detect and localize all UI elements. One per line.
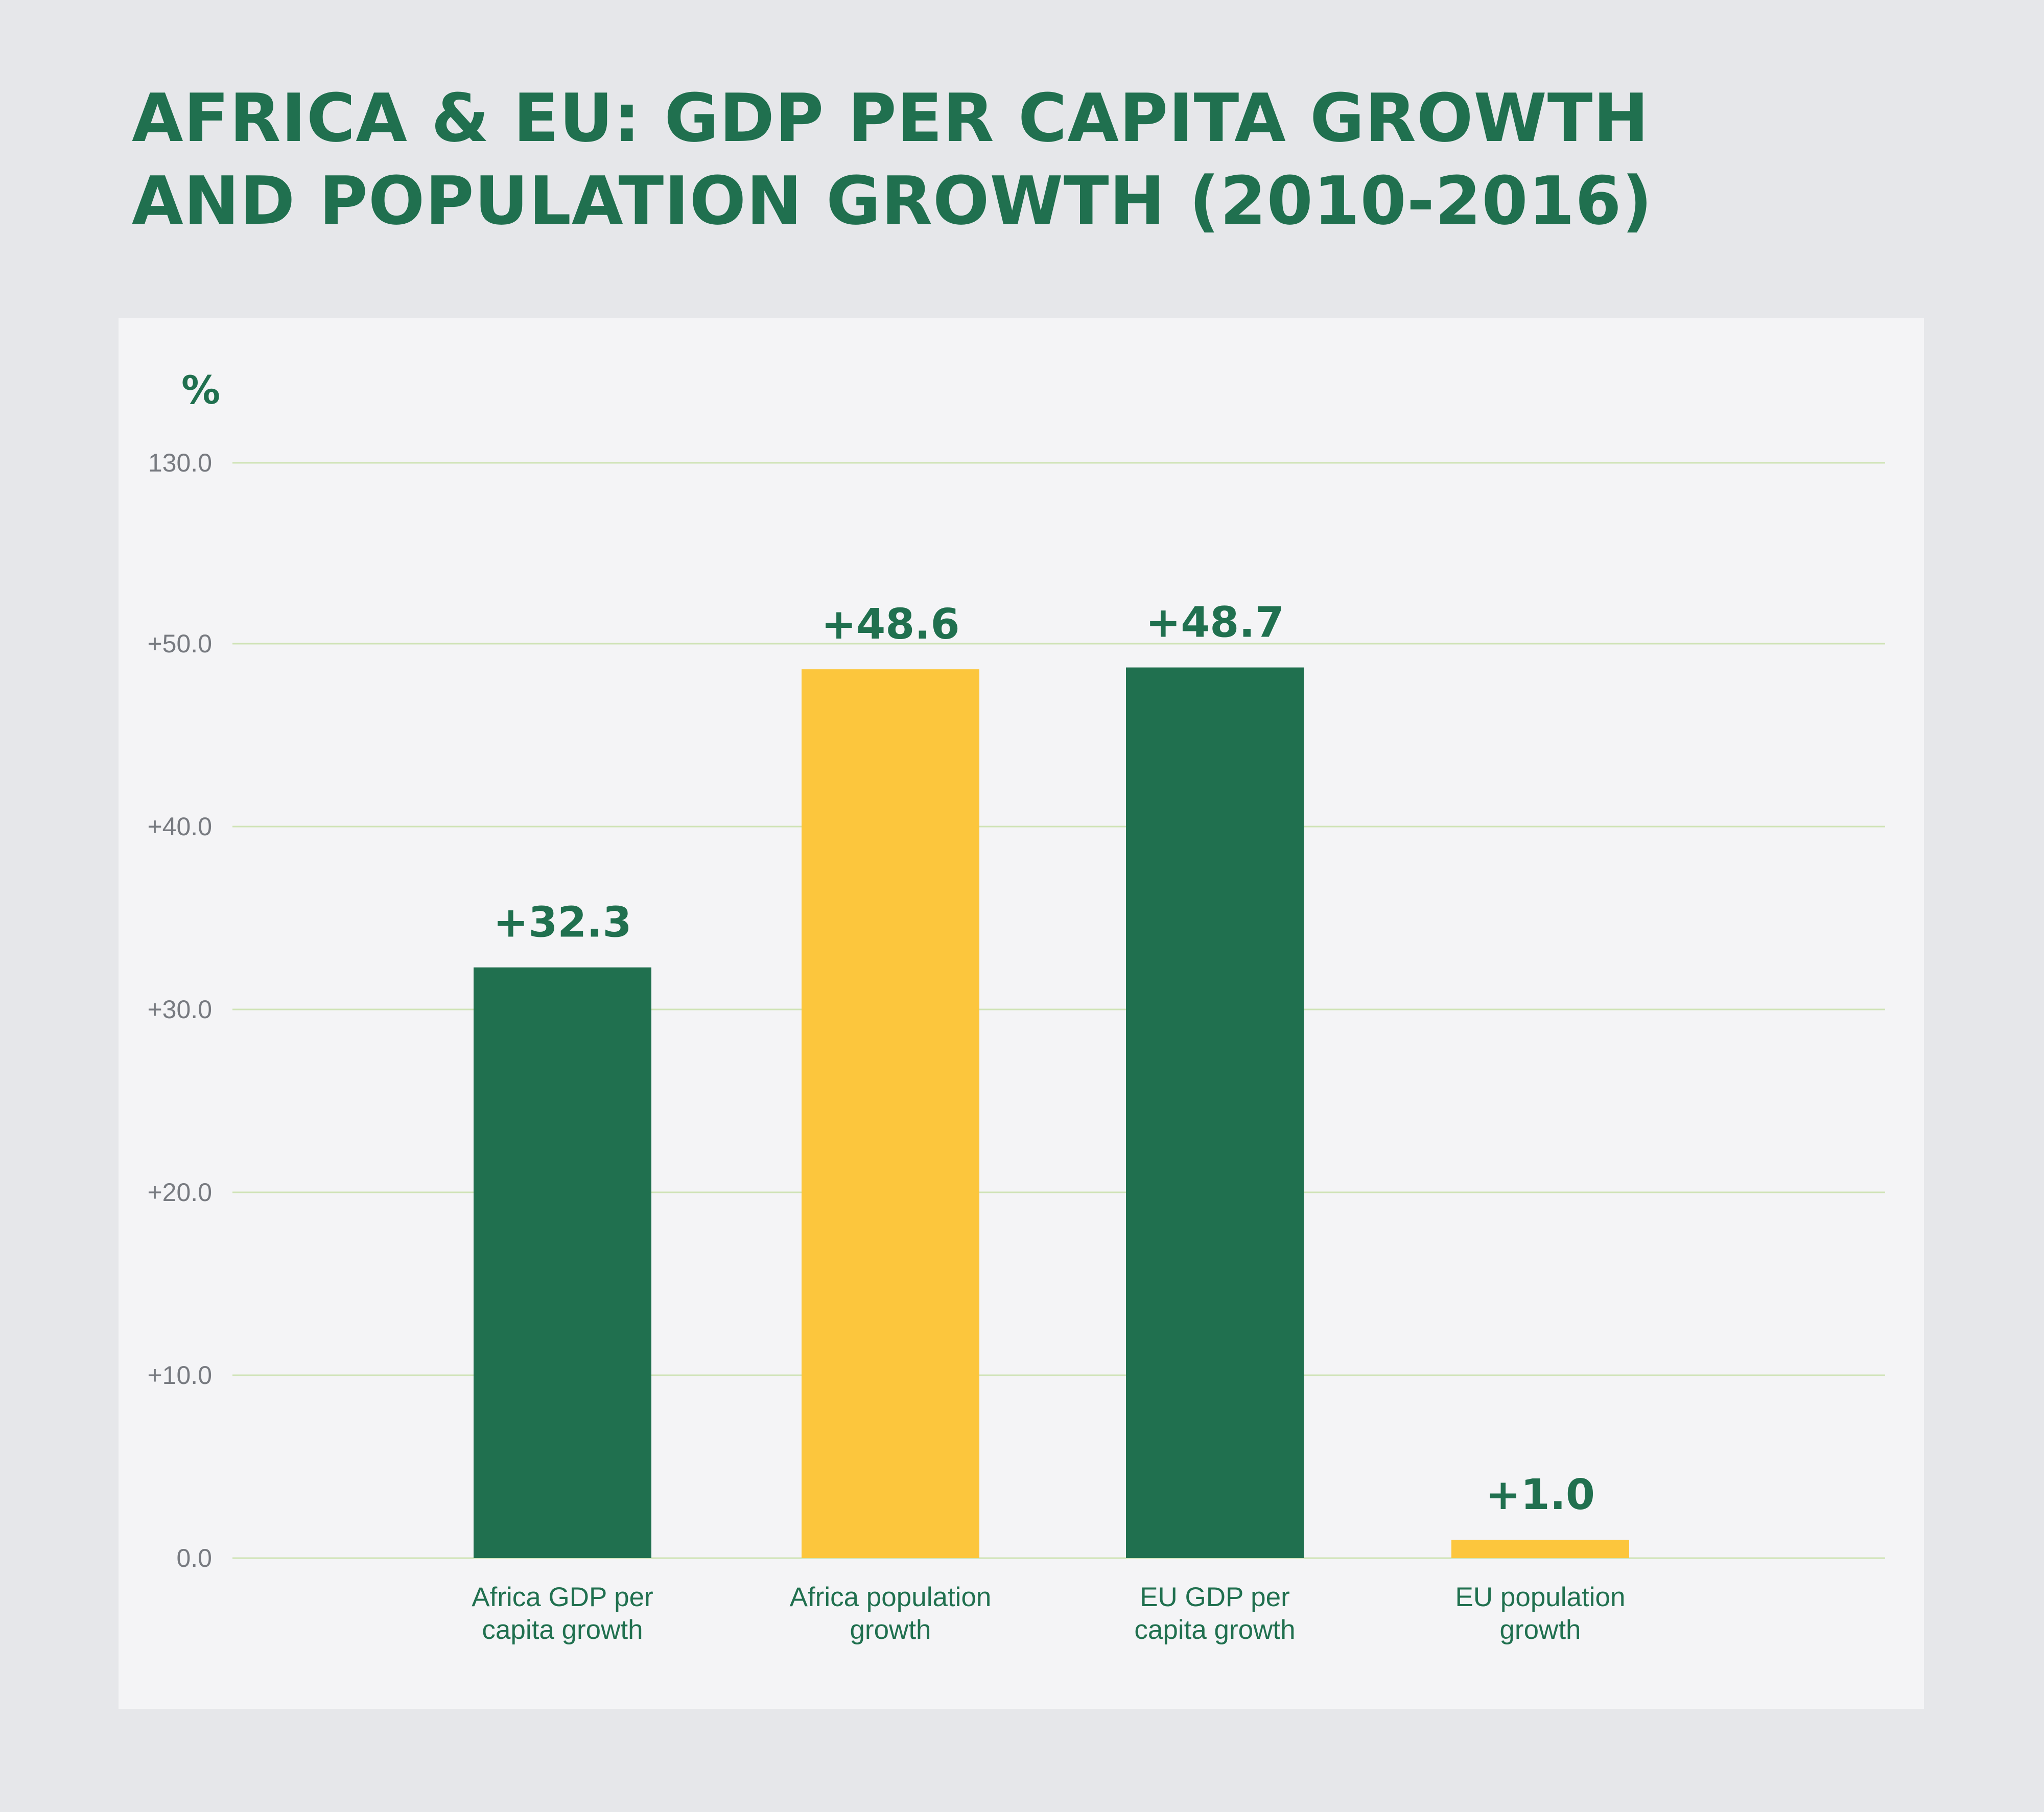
y-tick-label: 130.0 bbox=[148, 449, 212, 477]
x-category-label: Africa GDP per bbox=[472, 1582, 653, 1612]
bars bbox=[474, 667, 1629, 1558]
bar-value-label: +48.7 bbox=[1145, 599, 1284, 647]
x-category-label: EU GDP per bbox=[1140, 1582, 1290, 1612]
bar bbox=[802, 669, 979, 1558]
y-tick-label: +20.0 bbox=[147, 1178, 212, 1207]
chart-title: AFRICA & EU: GDP PER CAPITA GROWTH AND P… bbox=[132, 77, 1869, 242]
bar-value-label: +48.6 bbox=[821, 600, 959, 649]
bar-value-label: +1.0 bbox=[1486, 1471, 1595, 1519]
chart-panel bbox=[119, 318, 1924, 1709]
chart-title-line-1: AFRICA & EU: GDP PER CAPITA GROWTH bbox=[132, 79, 1650, 157]
x-category-label: EU population bbox=[1455, 1582, 1626, 1612]
y-tick-label: +10.0 bbox=[147, 1361, 212, 1390]
y-tick-label: +40.0 bbox=[147, 812, 212, 841]
y-tick-label: 0.0 bbox=[176, 1544, 212, 1572]
bar bbox=[1451, 1540, 1629, 1558]
chart-title-line-2: AND POPULATION GROWTH (2010-2016) bbox=[132, 162, 1653, 240]
x-category-label: Africa population bbox=[790, 1582, 992, 1612]
x-category-label: capita growth bbox=[482, 1615, 643, 1645]
bar bbox=[474, 967, 651, 1558]
y-tick-label: +30.0 bbox=[147, 995, 212, 1024]
labels: % 0.0 +10.0 +20.0 +30.0 +40.0 +50.0 130.0 +32.3… bbox=[147, 367, 1625, 1645]
x-category-label: growth bbox=[850, 1615, 931, 1645]
x-category-label: capita growth bbox=[1134, 1615, 1295, 1645]
x-category-label: growth bbox=[1499, 1615, 1581, 1645]
y-axis-unit-label: % bbox=[181, 367, 220, 413]
bar-value-label: +32.3 bbox=[493, 899, 631, 947]
y-tick-label: +50.0 bbox=[147, 629, 212, 658]
bar bbox=[1126, 667, 1304, 1558]
